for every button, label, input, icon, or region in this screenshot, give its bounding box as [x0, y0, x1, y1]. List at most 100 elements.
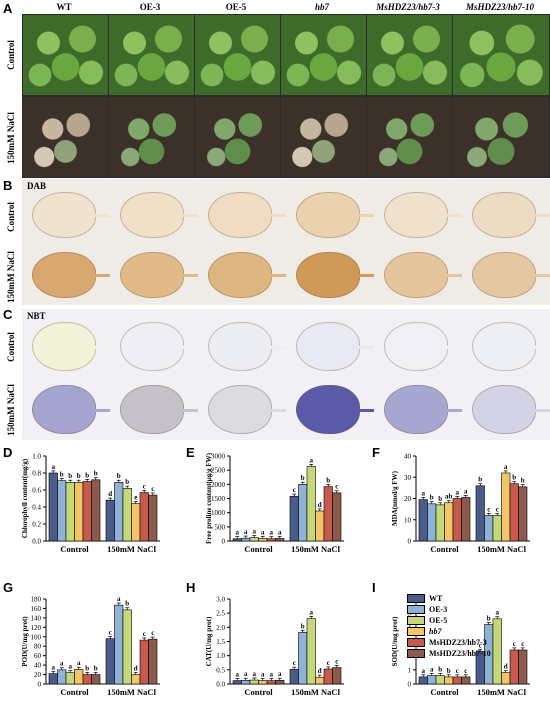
- bar: [114, 482, 124, 542]
- dab-leaf-salt-wt: [32, 252, 96, 298]
- legend-swatch: [407, 627, 425, 636]
- nbt-leaf-salt-ms10: [472, 385, 536, 434]
- significance-letter: a: [270, 529, 274, 537]
- y-axis-label: SOD(U/mg prot): [391, 616, 399, 667]
- significance-letter: b: [85, 664, 89, 672]
- y-tick-label: 1.0: [32, 453, 41, 461]
- row-label-b-control: Control: [6, 202, 16, 232]
- y-tick-label: 1500: [211, 495, 226, 503]
- significance-letter: b: [430, 494, 434, 502]
- bar: [509, 483, 519, 542]
- significance-letter: a: [244, 670, 248, 678]
- y-tick-label: 2.0: [216, 624, 225, 632]
- significance-letter: a: [60, 660, 64, 668]
- bar: [323, 486, 333, 542]
- bar: [74, 669, 84, 685]
- header-oe3: OE-3: [139, 2, 161, 12]
- legend-item-wt: WT: [407, 593, 491, 604]
- bar: [48, 472, 58, 542]
- bar: [501, 472, 511, 542]
- y-tick-label: 2000: [211, 481, 226, 489]
- y-tick-label: 0.8: [32, 470, 41, 478]
- y-tick-label: 0.5: [216, 666, 225, 674]
- bar: [315, 676, 325, 685]
- y-tick-label: 0.0: [216, 681, 225, 689]
- nbt-petiole: [532, 408, 550, 412]
- dab-petiole: [92, 214, 110, 217]
- bar: [289, 668, 299, 685]
- significance-letter: b: [68, 472, 72, 480]
- significance-letter: c: [293, 659, 296, 667]
- significance-letter: a: [236, 529, 240, 537]
- dab-petiole: [92, 274, 110, 277]
- bar: [258, 538, 268, 542]
- x-category-label: Control: [244, 544, 273, 554]
- y-tick-label: 160: [31, 605, 42, 613]
- y-tick-label: 10: [404, 516, 412, 524]
- significance-letter: a: [261, 670, 265, 678]
- significance-letter: e: [134, 493, 137, 501]
- bar: [74, 482, 84, 542]
- row-label-a-control: Control: [6, 40, 16, 70]
- header-oe5: OE-5: [225, 2, 247, 12]
- significance-letter: b: [85, 471, 89, 479]
- bar: [332, 492, 342, 542]
- dab-petiole: [532, 214, 550, 217]
- y-tick-label: 1: [408, 666, 412, 674]
- significance-letter: d: [318, 667, 322, 675]
- significance-letter: c: [521, 640, 524, 648]
- nbt-leaf-salt-oe3: [120, 385, 184, 434]
- legend-swatch: [407, 605, 425, 614]
- photo-salt-hb7: [280, 96, 367, 178]
- bar: [315, 510, 325, 542]
- significance-letter: a: [310, 608, 314, 616]
- nbt-leaf-control-ms3: [384, 322, 448, 371]
- significance-letter: a: [504, 463, 508, 471]
- legend-item-oe5: OE-5: [407, 615, 491, 626]
- chart-d: 0.0 0.2 0.4 0.6 0.8 1.0 a b b b b b d b b e c c Control 150…: [20, 452, 186, 567]
- photo-salt-ms10: [452, 96, 550, 178]
- photo-salt-ms3: [366, 96, 453, 178]
- significance-letter: ab: [445, 493, 453, 501]
- nbt-petiole: [180, 408, 198, 412]
- nbt-leaf-control-oe5: [208, 322, 272, 371]
- dab-leaf-salt-hb7: [296, 252, 360, 298]
- dab-petiole: [180, 214, 198, 217]
- significance-letter: c: [513, 640, 516, 648]
- legend-label: WT: [429, 594, 443, 603]
- y-tick-label: 3.0: [216, 596, 225, 604]
- x-category-label: Control: [60, 687, 89, 697]
- nbt-petiole: [356, 408, 374, 412]
- significance-letter: b: [125, 478, 129, 486]
- significance-letter: a: [52, 463, 56, 471]
- dab-label: DAB: [27, 181, 47, 191]
- significance-letter: a: [69, 663, 73, 671]
- row-label-b-salt: 150mM NaCl: [6, 251, 16, 303]
- x-category-label: 150mM NaCl: [477, 687, 527, 697]
- photo-control-oe3: [108, 14, 195, 96]
- y-tick-label: 0.6: [32, 487, 41, 495]
- x-category-label: 150mM NaCl: [291, 687, 341, 697]
- significance-letter: a: [261, 528, 265, 536]
- bar: [65, 482, 75, 542]
- significance-letter: b: [438, 495, 442, 503]
- bar: [139, 492, 149, 542]
- bar: [501, 672, 511, 685]
- significance-letter: c: [487, 505, 490, 513]
- significance-letter: c: [464, 667, 467, 675]
- nbt-petiole: [92, 408, 110, 412]
- bar: [427, 503, 437, 542]
- photo-salt-oe5: [194, 96, 281, 178]
- bar: [82, 481, 92, 542]
- bar: [461, 676, 471, 685]
- nbt-leaf-salt-hb7: [296, 385, 360, 434]
- y-tick-label: 20: [404, 495, 412, 503]
- panel-label-e: E: [186, 445, 195, 460]
- photo-control-hb7: [280, 14, 367, 96]
- panel-label-g: G: [3, 580, 14, 595]
- significance-letter: a: [278, 528, 282, 536]
- bar: [298, 632, 308, 685]
- x-category-label: 150mM NaCl: [107, 544, 157, 554]
